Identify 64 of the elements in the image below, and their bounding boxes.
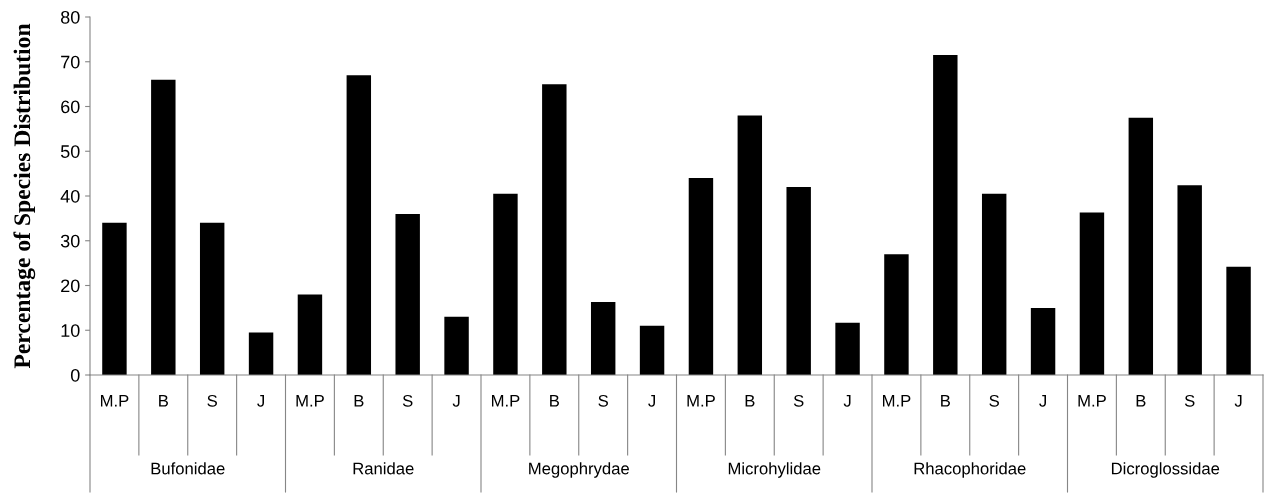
x-tick-label: J: [1234, 395, 1242, 407]
bar: [297, 294, 323, 375]
y-tick-label: 20: [61, 279, 80, 293]
bar: [542, 84, 567, 375]
bar: [1030, 307, 1056, 375]
x-tick-label: S: [207, 394, 217, 407]
bar: [1128, 117, 1154, 375]
bar: [102, 222, 127, 375]
bar: [688, 178, 714, 375]
x-tick-label: M.P: [491, 395, 520, 407]
y-tick-label: 0: [70, 368, 80, 382]
x-tick-label: M.P: [687, 395, 715, 407]
bar: [346, 75, 372, 375]
x-tick-label: M.P: [296, 395, 324, 407]
text: Microhylidae: [728, 462, 821, 478]
text: Dicroglossidae: [1111, 462, 1220, 478]
x-tick-label: M.P: [100, 395, 129, 407]
x-tick-label: S: [793, 394, 804, 407]
x-tick-label: J: [452, 395, 460, 407]
y-tick-label: 70: [61, 55, 80, 69]
x-tick-label: B: [159, 395, 168, 407]
x-tick-label: B: [354, 395, 364, 407]
bar: [1079, 212, 1105, 375]
text: Rhacophoridae: [914, 462, 1026, 478]
x-tick-label: M.P: [882, 395, 911, 407]
bar: [639, 325, 665, 375]
bar: [395, 213, 420, 375]
y-tick-label: 10: [61, 324, 80, 337]
bar: [737, 115, 763, 375]
text: Megophrydae: [529, 462, 629, 478]
x-tick-label: J: [843, 395, 851, 407]
bar: [835, 322, 860, 375]
x-tick-label: S: [989, 394, 999, 407]
x-tick-label: M.P: [1078, 395, 1106, 407]
bar: [444, 316, 469, 375]
x-tick-label: S: [1184, 394, 1195, 407]
bar: [248, 332, 274, 375]
x-tick-label: B: [941, 395, 950, 407]
y-tick-label: 40: [60, 189, 80, 203]
x-tick-label: J: [257, 395, 264, 407]
text: Bufonidae: [151, 462, 225, 475]
bar: [151, 79, 176, 375]
y-tick-label: 80: [60, 10, 80, 24]
bar: [884, 254, 909, 375]
bar: [590, 302, 616, 375]
text: Ranidae: [353, 462, 414, 475]
x-tick-label: B: [550, 395, 559, 407]
y-tick-label: 30: [60, 234, 80, 248]
x-tick-label: J: [648, 395, 655, 407]
y-tick-label: 50: [60, 145, 80, 158]
x-tick-label: B: [745, 395, 755, 407]
bar: [199, 222, 225, 375]
y-tick-label: 60: [61, 100, 80, 114]
bar: [786, 187, 811, 375]
y-axis-title: Percentage of Species Distribution: [13, 23, 36, 369]
bar: [493, 193, 518, 375]
bar: [1226, 266, 1251, 375]
bar: [981, 193, 1007, 375]
x-tick-label: S: [598, 394, 608, 407]
x-tick-label: B: [1136, 395, 1146, 407]
bar: [933, 55, 958, 375]
x-tick-label: J: [1039, 395, 1046, 407]
x-tick-label: S: [402, 394, 413, 407]
bar: [1177, 185, 1202, 375]
